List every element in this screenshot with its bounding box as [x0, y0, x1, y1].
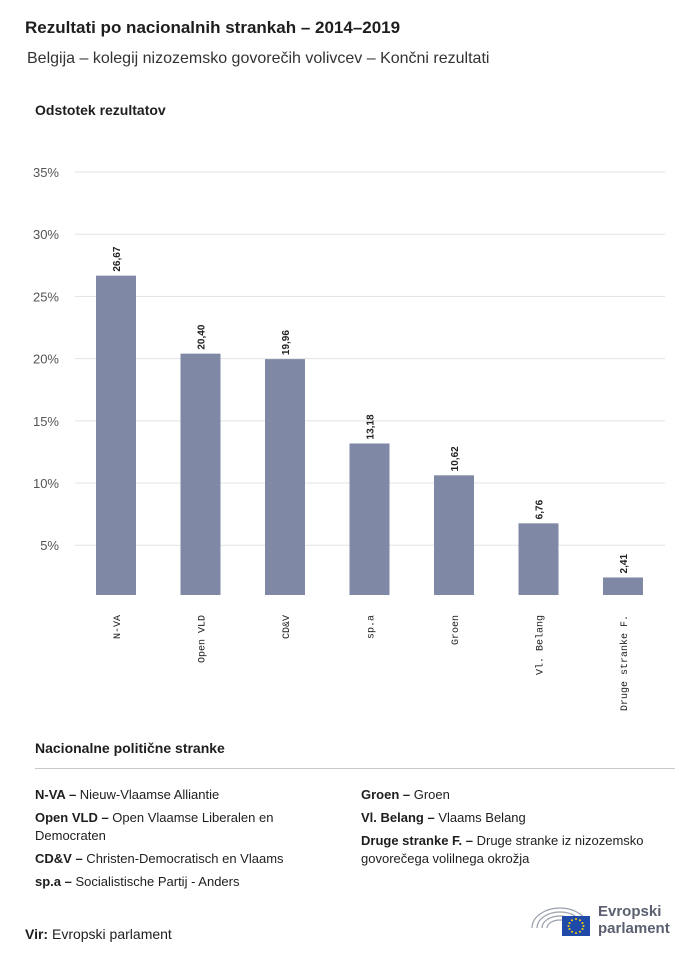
legend-name: Groen: [410, 787, 450, 802]
y-tick-label: 25%: [33, 289, 59, 304]
x-tick-label: sp.a: [367, 615, 378, 639]
legend-abbr: Vl. Belang –: [361, 810, 435, 825]
bar-chart: 5% 10% 15% 20% 25% 30% 35% 26,67 N-VA 20,40 Open V…: [33, 165, 665, 711]
y-tick-label: 35%: [33, 165, 59, 180]
bar: [265, 359, 305, 595]
legend-item: Druge stranke F. – Druge stranke iz nizo…: [361, 832, 661, 868]
european-parliament-logo: Evropski parlament: [528, 902, 670, 938]
x-tick-label: Open VLD: [198, 615, 209, 663]
bar: [603, 577, 643, 595]
bar-value-label: 26,67: [112, 246, 123, 271]
legend-divider: [35, 768, 675, 769]
legend-abbr: Groen –: [361, 787, 411, 802]
bar-value-label: 20,40: [197, 324, 208, 349]
bar-value-label: 6,76: [535, 499, 546, 519]
y-tick-label: 30%: [33, 227, 59, 242]
y-axis-label: Odstotek rezultatov: [35, 102, 166, 118]
x-tick-label: Vl. Belang: [535, 615, 547, 675]
source-note: Vir: Evropski parlament: [25, 926, 172, 942]
legend-abbr: sp.a –: [35, 874, 72, 889]
legend-name: Nieuw-Vlaamse Alliantie: [76, 787, 220, 802]
x-tick-label: Druge stranke F.: [619, 615, 631, 711]
legend-item: CD&V – Christen-Democratisch en Vlaams: [35, 850, 315, 868]
bar: [518, 523, 559, 595]
legend-column-right: Groen – Groen Vl. Belang – Vlaams Belang D…: [361, 786, 661, 873]
x-tick-label: N-VA: [113, 615, 124, 639]
legend-item: Vl. Belang – Vlaams Belang: [361, 809, 661, 827]
legend-name: Vlaams Belang: [434, 810, 526, 825]
bar-value-label: 2,41: [619, 554, 630, 574]
bar-value-label: 19,96: [281, 330, 292, 355]
legend-abbr: N-VA –: [35, 787, 77, 802]
legend-abbr: Druge stranke F. –: [361, 833, 473, 848]
legend-name: Socialistische Partij - Anders: [71, 874, 240, 889]
legend-name: Open Vlaamse Liberalen en Democraten: [35, 810, 274, 843]
bar: [434, 475, 474, 595]
source-label: Vir:: [25, 926, 49, 942]
legend-item: Groen – Groen: [361, 786, 661, 804]
y-tick-label: 15%: [33, 414, 59, 429]
bar-value-label: 13,18: [366, 414, 377, 439]
y-tick-label: 20%: [33, 352, 59, 367]
legend-name: Druge stranke iz nizozemsko govorečega v…: [361, 833, 644, 866]
logo-line-2: parlament: [598, 920, 670, 937]
logo-line-1: Evropski: [598, 903, 662, 920]
source-value: Evropski parlament: [51, 926, 172, 942]
x-tick-label: CD&V: [282, 615, 293, 639]
legend-item: N-VA – Nieuw-Vlaamse Alliantie: [35, 786, 315, 804]
chart-subtitle: Belgija – kolegij nizozemsko govorečih v…: [27, 50, 490, 67]
legend-item: Open VLD – Open Vlaamse Liberalen en Dem…: [35, 809, 315, 845]
legend-abbr: Open VLD –: [35, 810, 109, 825]
bar: [96, 275, 136, 595]
bar-value-label: 10,62: [450, 446, 461, 471]
legend-item: sp.a – Socialistische Partij - Anders: [35, 873, 315, 891]
bar: [180, 353, 221, 595]
legend-abbr: CD&V –: [35, 851, 83, 866]
y-tick-label: 5%: [40, 538, 59, 553]
legend-column-left: N-VA – Nieuw-Vlaamse Alliantie Open VLD –…: [35, 786, 315, 896]
parliament-emblem-icon: [531, 907, 590, 936]
legend-name: Christen-Democratisch en Vlaams: [82, 851, 284, 866]
x-tick-label: Groen: [451, 615, 462, 645]
legend-title: Nacionalne politične stranke: [35, 740, 225, 756]
y-tick-label: 10%: [33, 476, 59, 491]
bar: [349, 443, 390, 595]
chart-title: Rezultati po nacionalnih strankah – 2014…: [25, 18, 401, 37]
